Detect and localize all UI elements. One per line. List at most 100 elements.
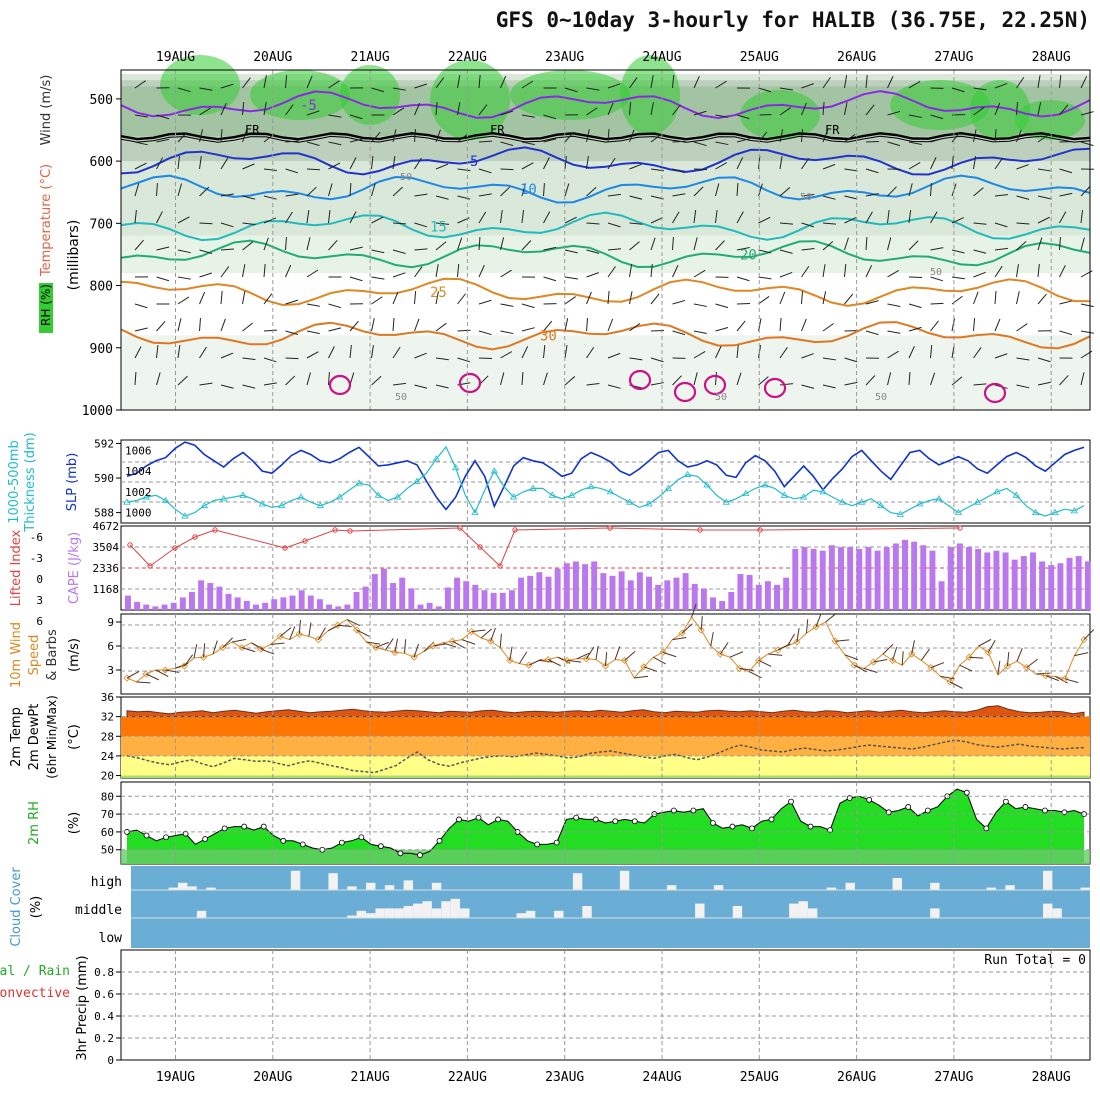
instability-contour <box>458 372 482 394</box>
high-cloud-bar <box>403 880 414 890</box>
wind-barb <box>779 129 784 143</box>
slp-tick-label: 1002 <box>125 486 152 499</box>
wind-barb <box>994 247 1008 251</box>
cape-bar <box>490 592 497 610</box>
rh-high-area <box>430 60 510 140</box>
wind-barb <box>801 222 815 228</box>
precip-legend-convective: Convective <box>0 986 70 1001</box>
wind-barb <box>564 216 577 224</box>
chart-title: GFS 0~10day 3-hourly for HALIB (36.75E, … <box>495 8 1090 32</box>
pressure-tick-label: 800 <box>90 280 113 295</box>
wind-barb <box>844 264 847 278</box>
rh-sfc-label: 2m RH <box>27 801 42 845</box>
pressure-tick-label: 900 <box>90 342 113 357</box>
wind-barb <box>306 269 319 278</box>
cape-bar <box>892 543 899 610</box>
wind-barb <box>672 375 682 386</box>
high-cloud-bar <box>178 882 188 890</box>
wind-barb <box>835 639 850 642</box>
temp-label: 2m DewPt <box>27 704 42 771</box>
wind-barb <box>543 276 557 282</box>
wind-barb <box>715 303 729 309</box>
wind-barb <box>887 186 897 197</box>
date-label-top: 21AUG <box>351 50 390 65</box>
wind-barb <box>177 216 190 224</box>
wind-barb <box>672 168 686 174</box>
wind-barb <box>499 633 502 648</box>
wind-barb <box>693 237 698 251</box>
wind-barb <box>758 296 770 305</box>
high-cloud-bar <box>986 887 996 890</box>
thickness-marker <box>258 500 267 507</box>
cape-bar <box>710 597 716 610</box>
wind-speed-line <box>126 616 1085 683</box>
thickness-marker <box>1012 491 1021 498</box>
lifted-index-marker <box>332 527 338 533</box>
rh-contour-label: 50 <box>715 392 727 403</box>
wind-speed-marker <box>965 653 973 661</box>
wind-barb <box>263 329 278 332</box>
cape-bar <box>362 586 369 610</box>
wind-barb <box>242 322 254 332</box>
wind-barb <box>887 350 899 359</box>
temp-label: (6hr Min/Max) <box>45 695 59 779</box>
wind-barb <box>865 330 879 336</box>
mid-cloud-bar <box>554 910 564 918</box>
wind-barb <box>263 102 267 116</box>
wind-barb <box>854 664 867 673</box>
wind-barb <box>392 291 399 305</box>
cape-bar <box>920 545 927 610</box>
wind-barb <box>435 357 449 361</box>
wind-barb <box>607 222 621 228</box>
thickness-marker <box>857 498 866 505</box>
wind-barb <box>328 141 342 146</box>
rh-marker <box>963 789 970 796</box>
wind-speed-marker <box>161 666 169 674</box>
tick-label: 36 <box>101 691 114 704</box>
wind-barb <box>328 114 342 118</box>
wind-barb <box>1059 104 1069 116</box>
wind-barb <box>920 648 930 661</box>
wind-barb <box>844 75 848 89</box>
wind-barb <box>414 384 428 389</box>
wind-barb <box>392 382 406 386</box>
wind-speed-marker <box>487 637 495 645</box>
wind-barb <box>951 345 955 359</box>
cape-bar <box>1030 552 1036 610</box>
wind-barb <box>629 357 643 361</box>
thickness-marker <box>161 496 170 503</box>
cape-bar <box>947 547 954 610</box>
rh-marker <box>338 839 345 846</box>
wind-barb <box>693 210 697 224</box>
wind-barb <box>607 352 621 359</box>
wind-label: 10m Wind <box>9 622 24 688</box>
isotherm-label: 30 <box>540 328 557 344</box>
wind-barb <box>779 222 793 225</box>
wind-barb <box>1016 164 1029 170</box>
cape-bar <box>125 595 131 610</box>
tick-label: 32 <box>101 711 114 724</box>
wind-barb <box>634 675 649 679</box>
thickness-marker <box>297 493 305 500</box>
wind-barb <box>650 102 654 116</box>
wind-barb <box>461 639 476 645</box>
cape-bar <box>335 606 342 610</box>
wind-barb <box>629 163 642 170</box>
cape-bar <box>847 547 854 610</box>
wind-barb <box>356 629 370 637</box>
cape-bar <box>582 564 589 610</box>
wind-barb <box>414 318 420 332</box>
thickness-marker <box>142 493 151 500</box>
wind-barb <box>822 195 836 200</box>
cape-bar <box>902 539 908 610</box>
thickness-marker <box>722 498 731 505</box>
wind-barb <box>693 303 707 307</box>
cape-bar <box>188 592 195 610</box>
wind-speed-marker <box>1003 662 1012 670</box>
cape-bar <box>481 590 488 610</box>
wind-barb <box>435 291 439 305</box>
wind-barb <box>693 350 706 359</box>
cape-bar <box>975 548 982 610</box>
wind-barb <box>607 318 614 332</box>
thickness-marker <box>123 498 131 505</box>
